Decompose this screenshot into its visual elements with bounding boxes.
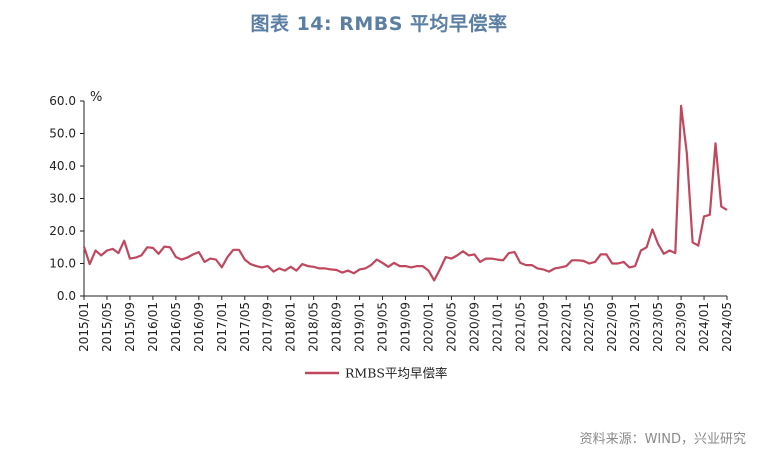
x-tick-label: 2024/05 xyxy=(720,302,734,352)
x-tick-label: 2019/05 xyxy=(376,302,390,352)
x-tick-label: 2021/01 xyxy=(490,302,504,352)
x-tick-label: 2020/05 xyxy=(444,302,458,352)
x-tick-label: 2022/05 xyxy=(582,302,596,352)
x-tick-label: 2017/01 xyxy=(215,302,229,352)
y-tick-label: 30.0 xyxy=(49,192,76,206)
y-tick-label: 10.0 xyxy=(49,257,76,271)
x-tick-label: 2016/01 xyxy=(146,302,160,352)
x-tick-label: 2018/01 xyxy=(284,302,298,352)
legend: RMBS平均早偿率 xyxy=(305,366,447,381)
x-tick-label: 2023/01 xyxy=(628,302,642,352)
x-tick-label: 2019/09 xyxy=(399,302,413,352)
x-tick-label: 2015/01 xyxy=(77,302,91,352)
x-tick-label: 2021/09 xyxy=(536,302,550,352)
legend-label: RMBS平均早偿率 xyxy=(345,366,447,381)
x-tick-label: 2024/01 xyxy=(697,302,711,352)
source-note: 资料来源：WIND，兴业研究 xyxy=(579,432,746,447)
y-tick-label: 20.0 xyxy=(49,224,76,238)
x-tick-label: 2015/05 xyxy=(100,302,114,352)
x-tick-label: 2016/05 xyxy=(169,302,183,352)
x-tick-label: 2016/09 xyxy=(192,302,206,352)
y-tick-label: 0.0 xyxy=(57,289,76,303)
series-lines xyxy=(82,104,728,282)
x-tick-label: 2019/01 xyxy=(353,302,367,352)
y-tick-label: 60.0 xyxy=(49,94,76,108)
x-tick-label: 2017/09 xyxy=(261,302,275,352)
x-tick-label: 2020/01 xyxy=(421,302,435,352)
y-axis: 0.0 10.0 20.0 30.0 40.0 50.0 60.0% xyxy=(49,90,102,303)
x-tick-label: 2018/09 xyxy=(330,302,344,352)
x-tick-label: 2017/05 xyxy=(238,302,252,352)
x-tick-label: 2021/05 xyxy=(513,302,527,352)
x-tick-label: 2022/01 xyxy=(559,302,573,352)
x-axis: 2015/01 2015/05 2015/09 2016/01 2016/05 2016/… xyxy=(77,295,734,352)
unit-label: % xyxy=(90,90,102,105)
x-tick-label: 2023/05 xyxy=(651,302,665,352)
x-tick-label: 2020/09 xyxy=(467,302,481,352)
x-tick-label: 2018/05 xyxy=(307,302,321,352)
y-tick-label: 40.0 xyxy=(49,159,76,173)
chart-title: 图表 14: RMBS 平均早偿率 xyxy=(250,13,508,35)
x-tick-label: 2023/09 xyxy=(674,302,688,352)
x-tick-label: 2015/09 xyxy=(123,302,137,352)
x-tick-label: 2022/09 xyxy=(605,302,619,352)
series-line xyxy=(82,104,728,282)
y-tick-label: 50.0 xyxy=(49,127,76,141)
